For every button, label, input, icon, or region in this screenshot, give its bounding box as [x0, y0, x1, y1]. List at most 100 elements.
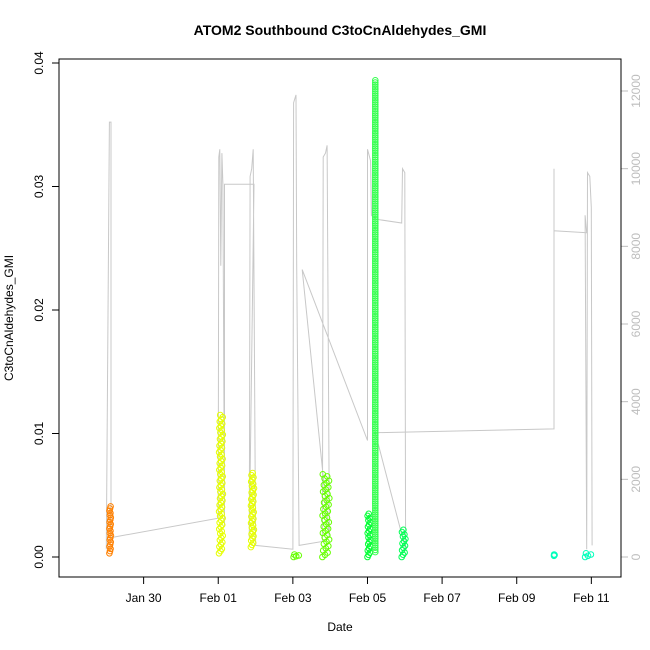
x-tick-label: Feb 07: [423, 591, 461, 605]
y2-tick-label: 4000: [629, 388, 643, 415]
data-points-layer: [106, 77, 595, 561]
data-point: [372, 520, 379, 527]
data-point: [372, 264, 379, 272]
data-point: [372, 196, 379, 203]
data-point: [372, 370, 379, 377]
data-point: [372, 165, 379, 172]
data-point: [372, 226, 379, 234]
data-point: [372, 315, 379, 322]
data-point: [372, 396, 379, 404]
data-point: [372, 345, 379, 353]
data-point: [250, 526, 258, 534]
data-point: [372, 372, 379, 380]
data-point: [372, 107, 379, 115]
data-point: [372, 207, 379, 214]
y-tick-label: 0.00: [32, 545, 46, 569]
data-point: [372, 456, 379, 463]
data-point: [250, 515, 257, 523]
data-point: [249, 480, 257, 488]
data-point: [372, 103, 379, 110]
data-point: [372, 304, 379, 311]
data-point: [372, 359, 379, 366]
data-point: [372, 330, 379, 338]
data-point: [372, 524, 379, 532]
y2-tick-label: 12000: [629, 74, 643, 108]
data-point: [291, 551, 298, 558]
y2-tick-label: 0: [629, 553, 643, 560]
data-point: [372, 434, 379, 441]
data-point: [372, 478, 379, 485]
data-point: [372, 317, 379, 324]
data-point: [372, 83, 379, 91]
data-point: [372, 462, 379, 470]
data-point: [372, 312, 379, 320]
data-point: [582, 550, 590, 557]
data-point: [372, 491, 379, 499]
data-point: [372, 99, 379, 106]
data-point: [372, 253, 379, 261]
plot-frame: [58, 58, 622, 578]
data-point: [372, 500, 379, 507]
data-point: [372, 427, 379, 435]
data-point: [372, 90, 379, 97]
data-point: [372, 308, 379, 316]
data-point: [372, 271, 379, 278]
data-point: [372, 334, 379, 342]
data-point: [372, 405, 379, 413]
data-point: [372, 77, 379, 84]
y2-tick-label: 6000: [629, 310, 643, 337]
data-point: [372, 502, 379, 510]
y-tick-label: 0.01: [32, 421, 46, 445]
data-point: [372, 498, 379, 505]
data-point: [372, 266, 379, 274]
data-point: [372, 440, 379, 448]
data-point: [372, 118, 379, 126]
data-point: [372, 85, 379, 93]
data-point: [250, 498, 257, 505]
series-6: [372, 77, 379, 556]
data-point: [372, 295, 379, 302]
data-point: [372, 101, 379, 108]
series-5: [364, 510, 374, 561]
data-point: [372, 96, 379, 104]
data-point: [372, 163, 379, 170]
data-point: [372, 169, 379, 177]
data-point: [372, 182, 379, 190]
data-point: [372, 185, 379, 192]
data-point: [372, 140, 379, 148]
data-point: [372, 293, 379, 300]
data-point: [372, 533, 379, 540]
y2-tick-label: 2000: [629, 466, 643, 493]
data-point: [372, 218, 379, 225]
data-point: [372, 467, 379, 474]
data-point: [372, 328, 379, 335]
series-7: [398, 526, 409, 561]
data-point: [372, 398, 379, 406]
data-point: [372, 94, 379, 102]
data-point: [367, 536, 374, 544]
x-tick-label: Feb 09: [498, 591, 536, 605]
data-point: [372, 537, 379, 545]
data-point: [250, 508, 257, 516]
data-point: [372, 361, 379, 369]
data-point: [372, 438, 379, 446]
data-point: [372, 469, 379, 477]
altitude-line-layer: [105, 94, 593, 550]
data-point: [372, 116, 379, 124]
data-point: [372, 454, 379, 461]
data-point: [372, 460, 379, 468]
data-point: [372, 235, 379, 243]
data-point: [372, 528, 379, 536]
altitude-line: [105, 94, 593, 550]
data-point: [372, 211, 379, 219]
series-0: [106, 503, 115, 557]
data-point: [372, 79, 379, 86]
data-point: [372, 215, 379, 223]
data-point: [372, 279, 379, 287]
data-point: [372, 412, 379, 419]
data-point: [372, 522, 379, 529]
data-point: [372, 306, 379, 313]
data-point: [372, 136, 379, 144]
data-point: [372, 209, 379, 216]
data-point: [372, 429, 379, 437]
